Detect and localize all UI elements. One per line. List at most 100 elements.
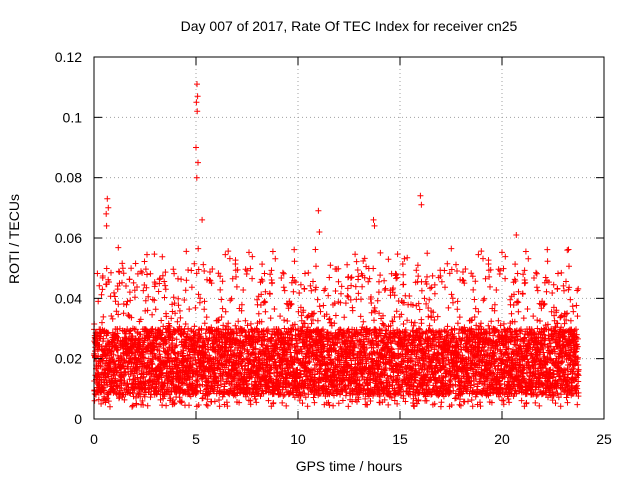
- data-point: [171, 349, 178, 356]
- data-point: [142, 297, 149, 304]
- data-point: [101, 387, 108, 394]
- data-point: [142, 266, 149, 273]
- data-point: [170, 294, 177, 301]
- data-point: [157, 396, 164, 403]
- data-point: [100, 335, 107, 342]
- data-point: [145, 293, 152, 300]
- data-point: [159, 253, 166, 260]
- data-point: [128, 314, 135, 321]
- data-point: [139, 349, 146, 356]
- data-point: [163, 313, 170, 320]
- data-point: [93, 365, 100, 372]
- data-point: [112, 298, 119, 305]
- data-point: [128, 368, 135, 375]
- data-point: [105, 373, 112, 380]
- data-point: [158, 317, 165, 324]
- chart-title: Day 007 of 2017, Rate Of TEC Index for r…: [181, 18, 518, 34]
- data-point: [130, 279, 137, 286]
- data-point: [137, 316, 144, 323]
- data-point: [115, 346, 121, 353]
- data-point: [127, 297, 134, 304]
- data-point: [182, 287, 189, 294]
- data-point: [125, 312, 132, 318]
- data-point: [98, 291, 105, 298]
- data-point: [151, 251, 158, 258]
- data-point: [177, 314, 184, 321]
- data-point: [162, 269, 169, 276]
- data-point: [133, 400, 140, 407]
- data-point: [120, 270, 127, 277]
- data-point: [166, 322, 173, 329]
- data-point: [172, 310, 179, 317]
- data-point: [147, 270, 154, 277]
- data-point: [139, 397, 146, 404]
- data-point: [149, 361, 156, 368]
- data-point: [91, 397, 98, 404]
- data-point: [119, 260, 126, 267]
- data-point: [143, 284, 150, 291]
- data-point: [144, 307, 151, 314]
- data-point: [163, 402, 170, 409]
- data-point: [108, 313, 115, 319]
- data-point: [186, 402, 192, 409]
- data-point: [110, 351, 117, 358]
- data-point: [140, 287, 147, 294]
- data-point: [97, 363, 104, 370]
- data-point: [169, 335, 176, 342]
- data-point: [103, 265, 110, 272]
- data-point: [129, 403, 136, 410]
- data-point: [176, 307, 183, 314]
- data-point: [178, 276, 185, 283]
- data-point: [108, 347, 115, 354]
- data-point: [110, 372, 117, 379]
- data-point: [103, 330, 110, 337]
- data-point: [181, 297, 188, 303]
- data-point: [162, 282, 169, 289]
- data-point: [134, 284, 140, 290]
- data-point: [149, 367, 156, 374]
- data-point: [171, 270, 178, 277]
- data-point: [95, 396, 102, 403]
- data-points: [91, 81, 582, 410]
- data-point: [144, 402, 151, 409]
- data-point: [151, 297, 158, 304]
- data-point: [105, 398, 112, 405]
- data-point: [113, 308, 120, 315]
- data-point: [115, 311, 122, 318]
- data-point: [115, 334, 122, 341]
- data-point: [162, 286, 169, 293]
- data-point: [99, 273, 106, 279]
- data-point: [161, 278, 168, 285]
- data-point: [180, 380, 187, 387]
- data-point: [119, 279, 125, 286]
- data-point: [144, 271, 150, 278]
- data-point: [109, 315, 116, 322]
- data-point: [148, 391, 155, 398]
- data-point: [99, 286, 106, 293]
- data-point: [120, 310, 127, 317]
- data-point: [171, 401, 177, 408]
- data-point: [149, 325, 156, 332]
- data-point: [155, 381, 162, 388]
- data-point: [186, 374, 192, 381]
- data-point: [95, 298, 102, 305]
- data-point: [171, 300, 178, 307]
- data-point: [111, 289, 117, 296]
- data-point: [173, 342, 180, 349]
- data-point: [122, 369, 129, 376]
- data-point: [105, 391, 112, 398]
- data-point: [114, 330, 121, 337]
- data-point: [178, 398, 185, 405]
- data-point: [129, 333, 136, 340]
- data-point: [128, 265, 135, 272]
- data-point: [174, 318, 181, 325]
- data-point: [134, 270, 141, 277]
- data-point: [140, 401, 147, 408]
- data-point: [182, 321, 189, 327]
- data-point: [123, 283, 129, 289]
- data-point: [161, 294, 168, 301]
- data-point: [175, 295, 182, 302]
- data-point: [116, 269, 123, 275]
- data-point: [170, 397, 176, 403]
